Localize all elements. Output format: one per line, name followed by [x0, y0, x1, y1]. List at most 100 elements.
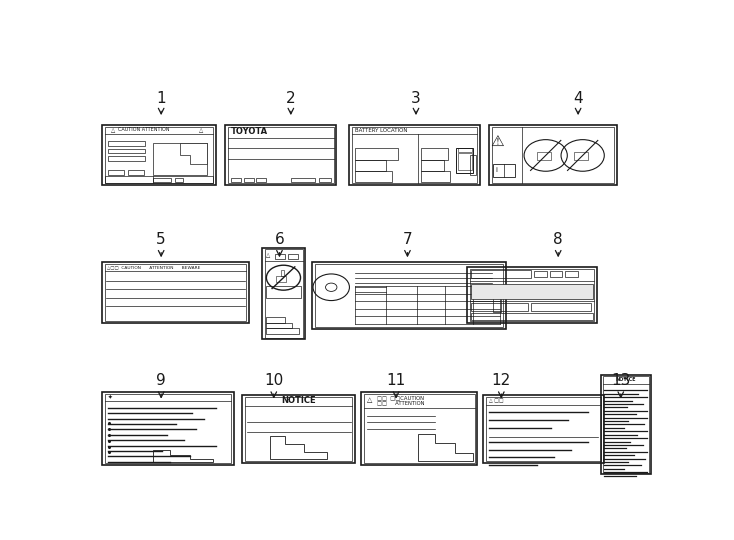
Text: 7: 7 — [403, 232, 413, 247]
Bar — [108, 141, 145, 146]
Text: ⚠: ⚠ — [490, 134, 504, 149]
Bar — [262, 248, 305, 339]
Bar — [574, 152, 589, 160]
Bar — [245, 396, 352, 461]
Text: BATTERY LOCATION: BATTERY LOCATION — [355, 127, 407, 133]
Bar — [231, 178, 241, 182]
Bar — [493, 289, 501, 312]
Bar — [421, 148, 448, 160]
Text: □□     ATTENTION: □□ ATTENTION — [377, 400, 424, 406]
Text: 2: 2 — [286, 91, 296, 105]
Bar — [108, 170, 123, 174]
Bar — [225, 125, 336, 185]
Text: △□□  CAUTION      ATTENTION      BEWARE: △□□ CAUTION ATTENTION BEWARE — [106, 265, 200, 269]
Bar — [489, 125, 617, 185]
Polygon shape — [181, 144, 207, 164]
Bar — [471, 284, 593, 299]
Text: CAUTION ATTENTION: CAUTION ATTENTION — [118, 127, 170, 132]
Bar — [319, 178, 330, 182]
Bar — [266, 328, 299, 334]
Bar — [228, 127, 333, 183]
Bar — [276, 275, 286, 282]
Bar — [565, 271, 578, 277]
Bar — [288, 254, 298, 259]
Bar — [102, 392, 234, 465]
Text: △: △ — [111, 127, 115, 132]
Bar — [483, 395, 603, 463]
Text: 11: 11 — [387, 373, 406, 388]
Bar — [486, 396, 601, 461]
Text: 13: 13 — [611, 373, 631, 388]
Text: ✦: ✦ — [108, 395, 112, 400]
Bar — [468, 267, 597, 323]
Text: 8: 8 — [553, 232, 563, 247]
Bar — [256, 178, 266, 182]
Bar — [457, 148, 473, 173]
Bar — [355, 148, 398, 160]
Bar — [471, 313, 593, 320]
Bar — [105, 127, 213, 183]
Bar — [128, 170, 144, 174]
Bar — [244, 178, 254, 182]
Bar — [493, 164, 515, 177]
Bar — [291, 178, 316, 182]
Bar — [471, 303, 528, 311]
Text: 10: 10 — [264, 373, 283, 388]
Bar — [361, 392, 477, 465]
Bar — [601, 375, 651, 474]
Bar — [265, 249, 303, 338]
Bar — [603, 376, 649, 472]
Text: △: △ — [366, 397, 372, 403]
Bar — [531, 303, 591, 311]
Bar — [537, 152, 551, 160]
Bar — [280, 270, 284, 275]
Bar — [458, 148, 472, 152]
Bar — [105, 176, 213, 183]
Bar — [313, 262, 506, 329]
Text: i: i — [495, 167, 498, 173]
Text: △: △ — [199, 127, 203, 132]
Bar — [102, 125, 216, 185]
Bar — [355, 160, 386, 171]
Bar — [108, 156, 145, 161]
Bar — [275, 254, 286, 259]
Bar — [349, 125, 480, 185]
Bar — [470, 269, 594, 321]
Bar — [550, 271, 562, 277]
Text: 1: 1 — [156, 91, 166, 105]
Bar — [363, 394, 475, 463]
Text: □□  □□CAUTION: □□ □□CAUTION — [377, 395, 424, 400]
Bar — [421, 171, 450, 182]
Bar — [175, 178, 184, 182]
Bar — [108, 149, 145, 153]
Text: TOYOTA: TOYOTA — [231, 127, 268, 136]
Text: 5: 5 — [156, 232, 166, 247]
Bar — [266, 317, 285, 322]
Bar — [266, 286, 301, 298]
Bar — [534, 271, 547, 277]
Bar — [470, 155, 476, 175]
Bar — [153, 144, 207, 174]
Text: NOTICE: NOTICE — [616, 377, 636, 382]
Text: 12: 12 — [492, 373, 511, 388]
Bar — [492, 127, 614, 183]
Text: 4: 4 — [573, 91, 583, 105]
Bar — [355, 171, 392, 182]
Text: NOTICE: NOTICE — [282, 396, 316, 405]
Bar — [105, 394, 231, 463]
Bar — [102, 262, 249, 322]
Bar — [242, 395, 355, 463]
Bar — [421, 160, 445, 171]
Bar — [458, 153, 472, 171]
Bar — [105, 265, 246, 321]
Bar — [316, 265, 503, 327]
Text: △: △ — [266, 252, 271, 258]
Text: 9: 9 — [156, 373, 166, 388]
Bar — [153, 178, 172, 182]
Text: 3: 3 — [411, 91, 421, 105]
Text: 6: 6 — [275, 232, 284, 247]
Bar — [471, 270, 531, 278]
Bar — [266, 322, 292, 328]
Bar — [352, 127, 477, 183]
Text: △ □□: △ □□ — [489, 398, 504, 403]
